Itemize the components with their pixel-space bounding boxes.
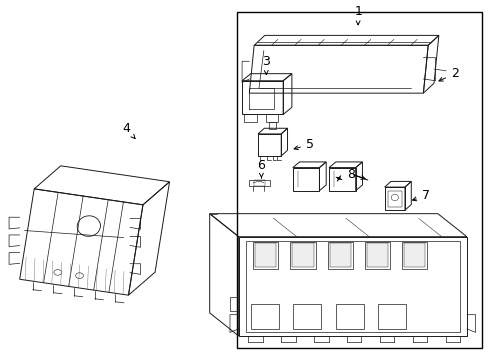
Text: 1: 1	[353, 5, 361, 25]
Text: 3: 3	[262, 55, 270, 75]
Text: 6: 6	[257, 159, 265, 178]
Bar	[293, 304, 321, 329]
Bar	[403, 243, 425, 267]
Text: 8: 8	[335, 168, 354, 181]
Bar	[236, 12, 481, 348]
Bar	[245, 241, 459, 332]
Bar	[335, 304, 363, 329]
Bar	[329, 243, 350, 267]
Text: 7: 7	[412, 189, 429, 202]
Bar	[292, 243, 313, 267]
Text: 4: 4	[122, 122, 135, 139]
Bar	[378, 304, 406, 329]
Bar	[364, 242, 389, 269]
Bar	[255, 243, 276, 267]
Bar	[250, 304, 278, 329]
Bar	[327, 242, 352, 269]
Text: 2: 2	[438, 67, 458, 81]
Bar	[290, 242, 315, 269]
Text: 5: 5	[294, 138, 313, 151]
Bar	[366, 243, 387, 267]
Bar	[253, 242, 278, 269]
Bar	[401, 242, 427, 269]
